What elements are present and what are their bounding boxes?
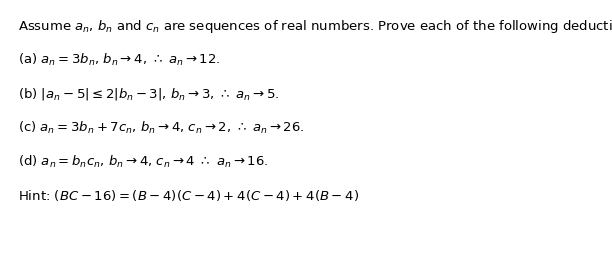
Text: (d) $a_n = b_nc_n$, $b_n \rightarrow 4$, $c_n \rightarrow 4$ $\therefore$ $a_n \: (d) $a_n = b_nc_n$, $b_n \rightarrow 4$,…: [18, 154, 268, 170]
Text: (a) $a_n = 3b_n$, $b_n \rightarrow 4$, $\therefore$ $a_n \rightarrow 12$.: (a) $a_n = 3b_n$, $b_n \rightarrow 4$, $…: [18, 52, 220, 68]
Text: (b) $|a_n - 5| \leq 2|b_n - 3|$, $b_n \rightarrow 3$, $\therefore$ $a_n \rightar: (b) $|a_n - 5| \leq 2|b_n - 3|$, $b_n \r…: [18, 86, 280, 102]
Text: Hint: $(BC - 16) = (B - 4)(C - 4) + 4(C - 4) + 4(B - 4)$: Hint: $(BC - 16) = (B - 4)(C - 4) + 4(C …: [18, 188, 359, 203]
Text: (c) $a_n = 3b_n + 7c_n$, $b_n \rightarrow 4$, $c_n \rightarrow 2$, $\therefore$ : (c) $a_n = 3b_n + 7c_n$, $b_n \rightarro…: [18, 120, 305, 136]
Text: Assume $a_n$, $b_n$ and $c_n$ are sequences of real numbers. Prove each of the f: Assume $a_n$, $b_n$ and $c_n$ are sequen…: [18, 18, 612, 35]
